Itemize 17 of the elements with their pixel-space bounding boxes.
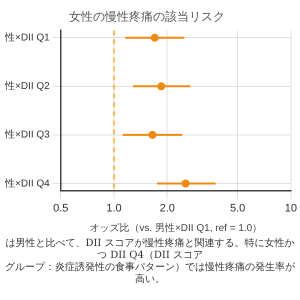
point [157,82,166,90]
y-tick-label: 性×DII Q2 [4,80,50,92]
point [150,34,159,42]
x-tick-label: 10 [284,202,298,214]
y-tick-label: 性×DII Q1 [4,31,50,44]
chart-title: 女性の慢性疼痛の該当リスク [69,9,225,24]
x-tick-label: 2.0 [160,202,175,214]
y-tick-label: 性×DII Q3 [4,128,50,141]
point [148,130,156,139]
point [182,180,190,188]
y-tick-label: 性×DII Q4 [4,177,50,190]
x-axis-title: オッズ比（vs. 男性×DII Q1, ref = 1.0） [89,222,262,234]
x-tick-label: 5.0 [230,202,246,214]
x-tick-label: 1.0 [106,202,122,214]
x-tick-label: 0.5 [53,202,68,214]
text: は男性と比べて、DII スコアが慢性疼痛と関連する。特に女性かつ DII Q4（DII スコア [4,238,296,262]
text: グループ：炎症誘発性の食事パターン）では慢性疼痛の発生率が高い。 [4,262,296,286]
